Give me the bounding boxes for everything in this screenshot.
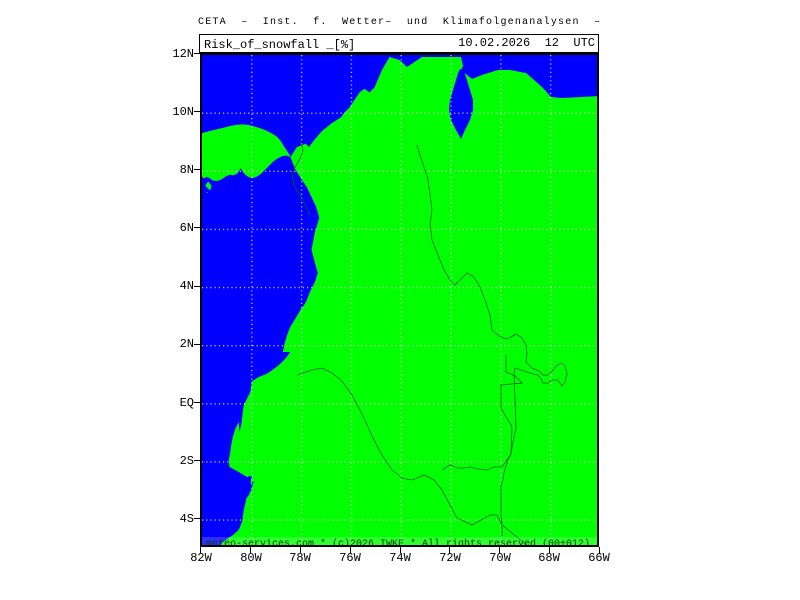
svg-text:meteo-services.com * (c)2026: meteo-services.com * (c)2026 IWKF * All … <box>206 538 590 547</box>
